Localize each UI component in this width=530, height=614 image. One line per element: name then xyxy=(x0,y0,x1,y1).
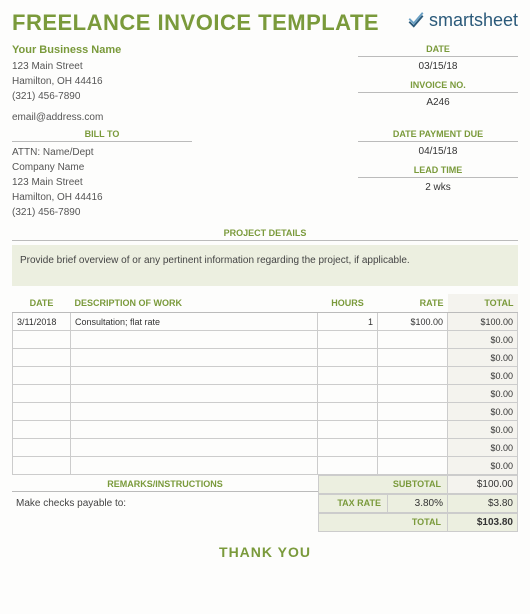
bill-to-phone: (321) 456-7890 xyxy=(12,205,358,220)
cell-total: $0.00 xyxy=(448,331,518,349)
cell-rate xyxy=(378,457,448,475)
business-email: email@address.com xyxy=(12,110,358,125)
table-row: $0.00 xyxy=(13,421,518,439)
col-hours-header: HOURS xyxy=(318,294,378,313)
col-total-header: TOTAL xyxy=(448,294,518,313)
meta-block: DATE 03/15/18 INVOICE NO. A246 xyxy=(358,44,518,125)
table-row: 3/11/2018Consultation; flat rate1$100.00… xyxy=(13,313,518,331)
lead-label: LEAD TIME xyxy=(358,165,518,178)
cell-total: $100.00 xyxy=(448,313,518,331)
cell-rate xyxy=(378,421,448,439)
cell-rate xyxy=(378,403,448,421)
cell-total: $0.00 xyxy=(448,367,518,385)
cell-date xyxy=(13,349,71,367)
col-desc-header: DESCRIPTION OF WORK xyxy=(71,294,318,313)
table-row: $0.00 xyxy=(13,331,518,349)
cell-total: $0.00 xyxy=(448,403,518,421)
table-row: $0.00 xyxy=(13,349,518,367)
table-row: $0.00 xyxy=(13,457,518,475)
bill-to-header: BILL TO xyxy=(12,129,192,142)
items-table: DATE DESCRIPTION OF WORK HOURS RATE TOTA… xyxy=(12,294,518,475)
cell-date: 3/11/2018 xyxy=(13,313,71,331)
tax-rate: 3.80% xyxy=(387,495,447,512)
due-value: 04/15/18 xyxy=(358,144,518,165)
bill-to-attn: ATTN: Name/Dept xyxy=(12,145,358,160)
cell-total: $0.00 xyxy=(448,439,518,457)
cell-hours xyxy=(318,385,378,403)
cell-desc xyxy=(71,331,318,349)
date-label: DATE xyxy=(358,44,518,57)
bill-to-street: 123 Main Street xyxy=(12,175,358,190)
cell-hours xyxy=(318,403,378,421)
table-row: $0.00 xyxy=(13,439,518,457)
cell-rate xyxy=(378,439,448,457)
col-rate-header: RATE xyxy=(378,294,448,313)
bill-to-company: Company Name xyxy=(12,160,358,175)
cell-desc xyxy=(71,439,318,457)
tax-label: TAX RATE xyxy=(319,495,387,512)
business-city: Hamilton, OH 44416 xyxy=(12,74,358,89)
cell-total: $0.00 xyxy=(448,349,518,367)
business-name: Your Business Name xyxy=(12,44,358,56)
date-value: 03/15/18 xyxy=(358,59,518,80)
cell-date xyxy=(13,457,71,475)
thank-you: THANK YOU xyxy=(12,544,518,560)
logo: smartsheet xyxy=(407,10,518,31)
cell-desc xyxy=(71,367,318,385)
invoice-title: FREELANCE INVOICE TEMPLATE xyxy=(12,10,379,36)
tax-value: $3.80 xyxy=(447,495,517,512)
checkmark-icon xyxy=(407,12,425,30)
table-row: $0.00 xyxy=(13,367,518,385)
cell-hours xyxy=(318,439,378,457)
cell-hours xyxy=(318,421,378,439)
cell-desc: Consultation; flat rate xyxy=(71,313,318,331)
table-row: $0.00 xyxy=(13,403,518,421)
cell-desc xyxy=(71,385,318,403)
cell-desc xyxy=(71,421,318,439)
cell-date xyxy=(13,331,71,349)
header: FREELANCE INVOICE TEMPLATE smartsheet xyxy=(12,10,518,36)
cell-desc xyxy=(71,457,318,475)
total-value: $103.80 xyxy=(447,514,517,531)
invoice-no-value: A246 xyxy=(358,95,518,116)
due-label: DATE PAYMENT DUE xyxy=(358,129,518,142)
table-row: $0.00 xyxy=(13,385,518,403)
business-block: Your Business Name 123 Main Street Hamil… xyxy=(12,44,358,125)
remarks-header: REMARKS/INSTRUCTIONS xyxy=(12,475,318,492)
cell-hours xyxy=(318,349,378,367)
cell-rate xyxy=(378,349,448,367)
totals-block: SUBTOTAL $100.00 TAX RATE 3.80% $3.80 TO… xyxy=(318,475,518,532)
cell-date xyxy=(13,421,71,439)
remarks-text: Make checks payable to: xyxy=(12,492,318,515)
cell-rate: $100.00 xyxy=(378,313,448,331)
logo-text: smartsheet xyxy=(429,10,518,31)
cell-total: $0.00 xyxy=(448,457,518,475)
cell-rate xyxy=(378,385,448,403)
cell-total: $0.00 xyxy=(448,385,518,403)
cell-rate xyxy=(378,331,448,349)
cell-desc xyxy=(71,349,318,367)
cell-rate xyxy=(378,367,448,385)
cell-hours xyxy=(318,457,378,475)
cell-date xyxy=(13,385,71,403)
business-phone: (321) 456-7890 xyxy=(12,89,358,104)
cell-hours: 1 xyxy=(318,313,378,331)
cell-date xyxy=(13,439,71,457)
cell-desc xyxy=(71,403,318,421)
cell-hours xyxy=(318,331,378,349)
cell-total: $0.00 xyxy=(448,421,518,439)
project-header: PROJECT DETAILS xyxy=(12,228,518,241)
bill-to-city: Hamilton, OH 44416 xyxy=(12,190,358,205)
subtotal-label: SUBTOTAL xyxy=(319,476,447,493)
cell-date xyxy=(13,403,71,421)
col-date-header: DATE xyxy=(13,294,71,313)
business-street: 123 Main Street xyxy=(12,59,358,74)
cell-date xyxy=(13,367,71,385)
project-details: Provide brief overview of or any pertine… xyxy=(12,245,518,286)
total-label: TOTAL xyxy=(319,514,447,531)
cell-hours xyxy=(318,367,378,385)
subtotal-value: $100.00 xyxy=(447,476,517,493)
invoice-no-label: INVOICE NO. xyxy=(358,80,518,93)
lead-value: 2 wks xyxy=(358,180,518,201)
